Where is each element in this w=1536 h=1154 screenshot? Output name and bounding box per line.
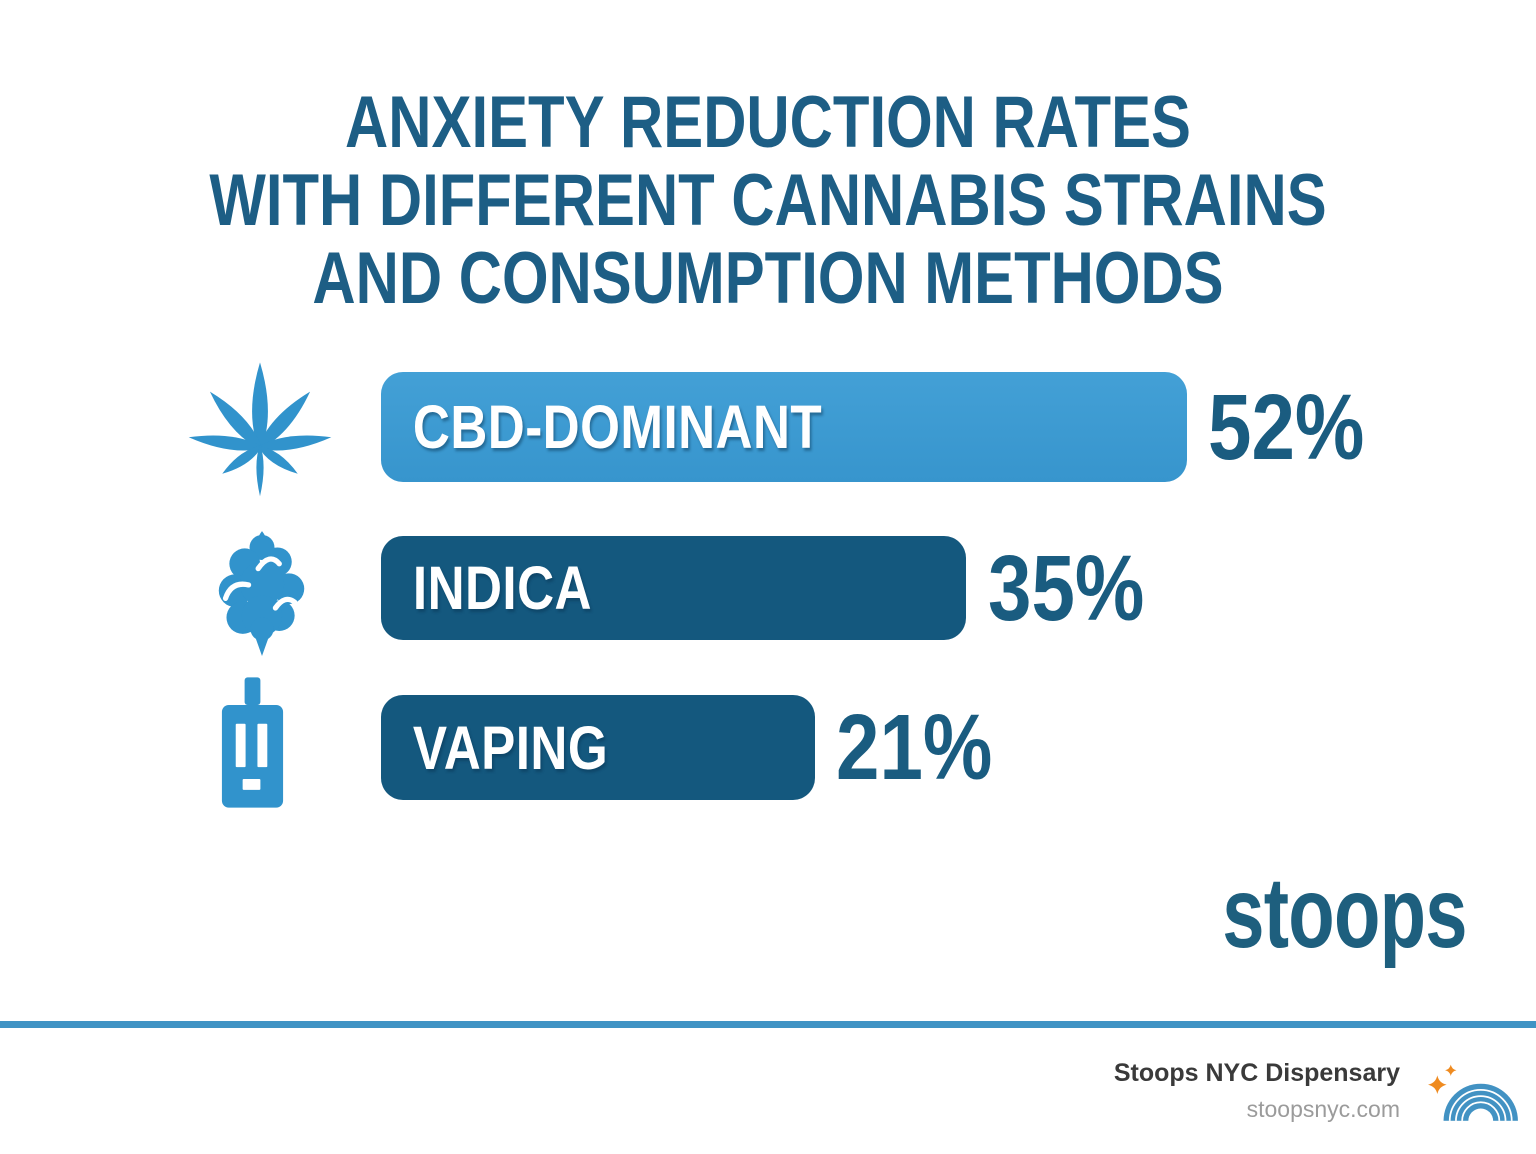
title-line-1: ANXIETY REDUCTION RATES (345, 82, 1191, 163)
bar-value-vaping: 21% (836, 695, 993, 799)
cannabis-bud-icon (218, 531, 305, 656)
bar-vaping: VAPING (381, 695, 815, 800)
footer-website-url: stoopsnyc.com (1246, 1096, 1400, 1122)
bar-value-cbd-dominant: 52% (1208, 374, 1365, 479)
rainbow-sparkle-icon (1428, 1064, 1520, 1124)
bar-cbd-dominant: CBD-DOMINANT (381, 372, 1187, 482)
stoops-logo: stoops (1222, 857, 1467, 969)
vape-pen-icon (221, 677, 284, 808)
footer: Stoops NYC Dispensary stoopsnyc.com (1114, 1058, 1400, 1122)
bar-indica: INDICA (381, 536, 966, 640)
footer-company-name: Stoops NYC Dispensary (1113, 1059, 1400, 1087)
bar-value-indica: 35% (988, 535, 1145, 640)
divider-line (0, 1021, 1536, 1028)
bar-label-indica: INDICA (412, 554, 592, 622)
cannabis-leaf-icon (188, 362, 332, 497)
bar-label-cbd-dominant: CBD-DOMINANT (412, 393, 823, 461)
bar-label-vaping: VAPING (412, 713, 609, 782)
page-title: ANXIETY REDUCTION RATES WITH DIFFERENT C… (138, 84, 1398, 318)
title-line-3: AND CONSUMPTION METHODS (312, 238, 1224, 319)
title-line-2: WITH DIFFERENT CANNABIS STRAINS (209, 160, 1327, 241)
